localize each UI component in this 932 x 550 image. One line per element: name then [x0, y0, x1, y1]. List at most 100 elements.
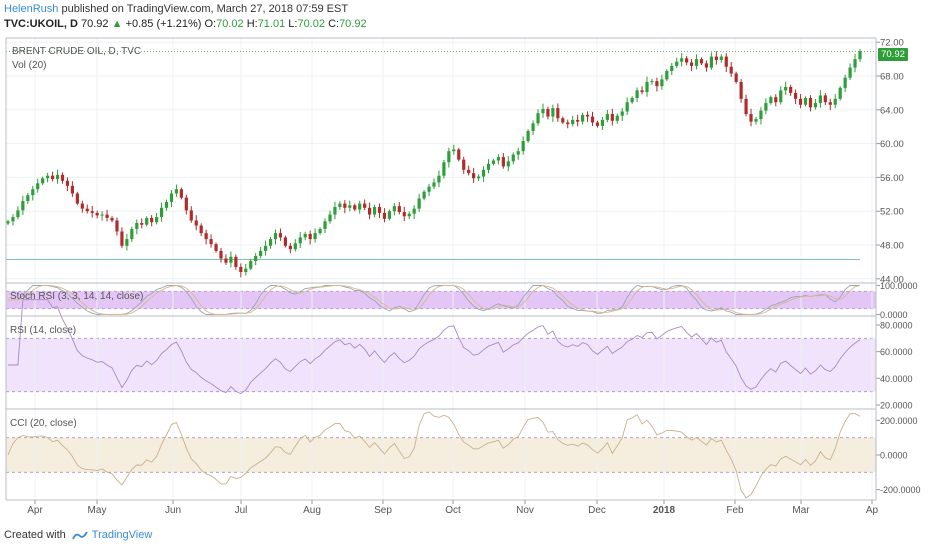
candle [412, 208, 416, 214]
candle [476, 176, 481, 179]
candle [759, 110, 763, 120]
candle [457, 149, 461, 160]
candle [467, 169, 471, 174]
candle [75, 193, 79, 204]
candle [689, 62, 694, 66]
x-tick-label: Apr [27, 505, 43, 516]
candle [719, 56, 723, 60]
candle [41, 178, 45, 184]
candle [130, 228, 134, 240]
candle [80, 203, 84, 209]
candle [833, 98, 837, 105]
candle [21, 201, 25, 211]
candle [422, 191, 426, 199]
candle [46, 175, 50, 179]
publish-info: HelenRush published on TradingView.com, … [4, 3, 348, 15]
candle [31, 189, 35, 196]
candle [516, 151, 520, 155]
candle [140, 223, 144, 225]
candle [699, 59, 704, 64]
x-tick-label: Dec [588, 505, 606, 516]
candle [313, 233, 317, 240]
candle [199, 225, 203, 234]
candle [818, 95, 822, 104]
high-value: 71.01 [257, 18, 286, 30]
x-tick-label: Mar [792, 505, 810, 516]
candle [680, 58, 684, 62]
candle [828, 102, 832, 105]
candle [278, 233, 283, 238]
candle [576, 119, 580, 122]
candle [635, 90, 639, 98]
candle [417, 198, 421, 209]
x-tick-label: Ap [866, 505, 879, 516]
candle [501, 157, 505, 167]
candle [214, 244, 218, 251]
candle [288, 245, 292, 250]
candle [100, 214, 104, 216]
candle [259, 250, 263, 256]
candle [273, 233, 278, 240]
candle [70, 185, 74, 194]
candle [65, 180, 70, 186]
author-link[interactable]: HelenRush [4, 3, 59, 15]
candle [462, 159, 466, 170]
candle [838, 87, 842, 99]
candle [660, 79, 664, 87]
candle [675, 61, 679, 66]
candle [328, 214, 332, 222]
candle [55, 174, 60, 180]
candle [620, 111, 624, 116]
candle [234, 256, 238, 267]
open-value: 70.02 [216, 18, 244, 30]
candle [561, 118, 565, 123]
candle [595, 122, 600, 126]
candle [105, 214, 109, 218]
candle [551, 108, 555, 117]
rsi-y-tick-label: 20.0000 [880, 401, 913, 411]
candle [823, 95, 827, 103]
candle [491, 160, 496, 164]
y-tick-label: 60.00 [880, 139, 904, 150]
candle [377, 206, 382, 213]
candle [90, 211, 94, 213]
y-tick-label: 68.00 [880, 72, 904, 83]
candle [50, 175, 55, 180]
candle [60, 174, 65, 181]
candle [115, 220, 119, 232]
candle [848, 67, 852, 78]
tradingview-link[interactable]: TradingView [71, 529, 153, 541]
candle [521, 141, 525, 152]
candle [368, 207, 372, 215]
candle [219, 250, 223, 259]
y-tick-label: 72.00 [880, 38, 904, 49]
stoch-y-tick-label: 0.0000 [880, 310, 908, 320]
candle [581, 114, 585, 122]
main-pane-title: BRENT CRUDE OIL, D, TVC [12, 46, 142, 57]
candle [26, 195, 30, 202]
y-tick-label: 64.00 [880, 105, 904, 116]
volume-label: Vol (20) [12, 60, 47, 71]
candle [363, 203, 367, 208]
candle [808, 97, 813, 108]
candle [665, 70, 669, 80]
cci-y-tick-label: -200.0000 [880, 485, 921, 495]
y-tick-label: 48.00 [880, 240, 904, 251]
x-tick-label: Sep [374, 505, 392, 516]
candle [263, 245, 268, 251]
open-label: O: [204, 18, 217, 30]
candle [610, 114, 614, 121]
candle [244, 268, 248, 273]
candle [358, 203, 362, 210]
x-tick-label: 2018 [653, 505, 676, 516]
candle [125, 239, 129, 246]
cci-line [7, 411, 861, 499]
candle [764, 103, 768, 111]
candle [224, 258, 228, 263]
low-value: 70.02 [297, 18, 325, 30]
candle [655, 81, 659, 87]
tradingview-brand: TradingView [91, 529, 153, 541]
candle [843, 77, 847, 88]
high-label: H: [246, 18, 258, 30]
